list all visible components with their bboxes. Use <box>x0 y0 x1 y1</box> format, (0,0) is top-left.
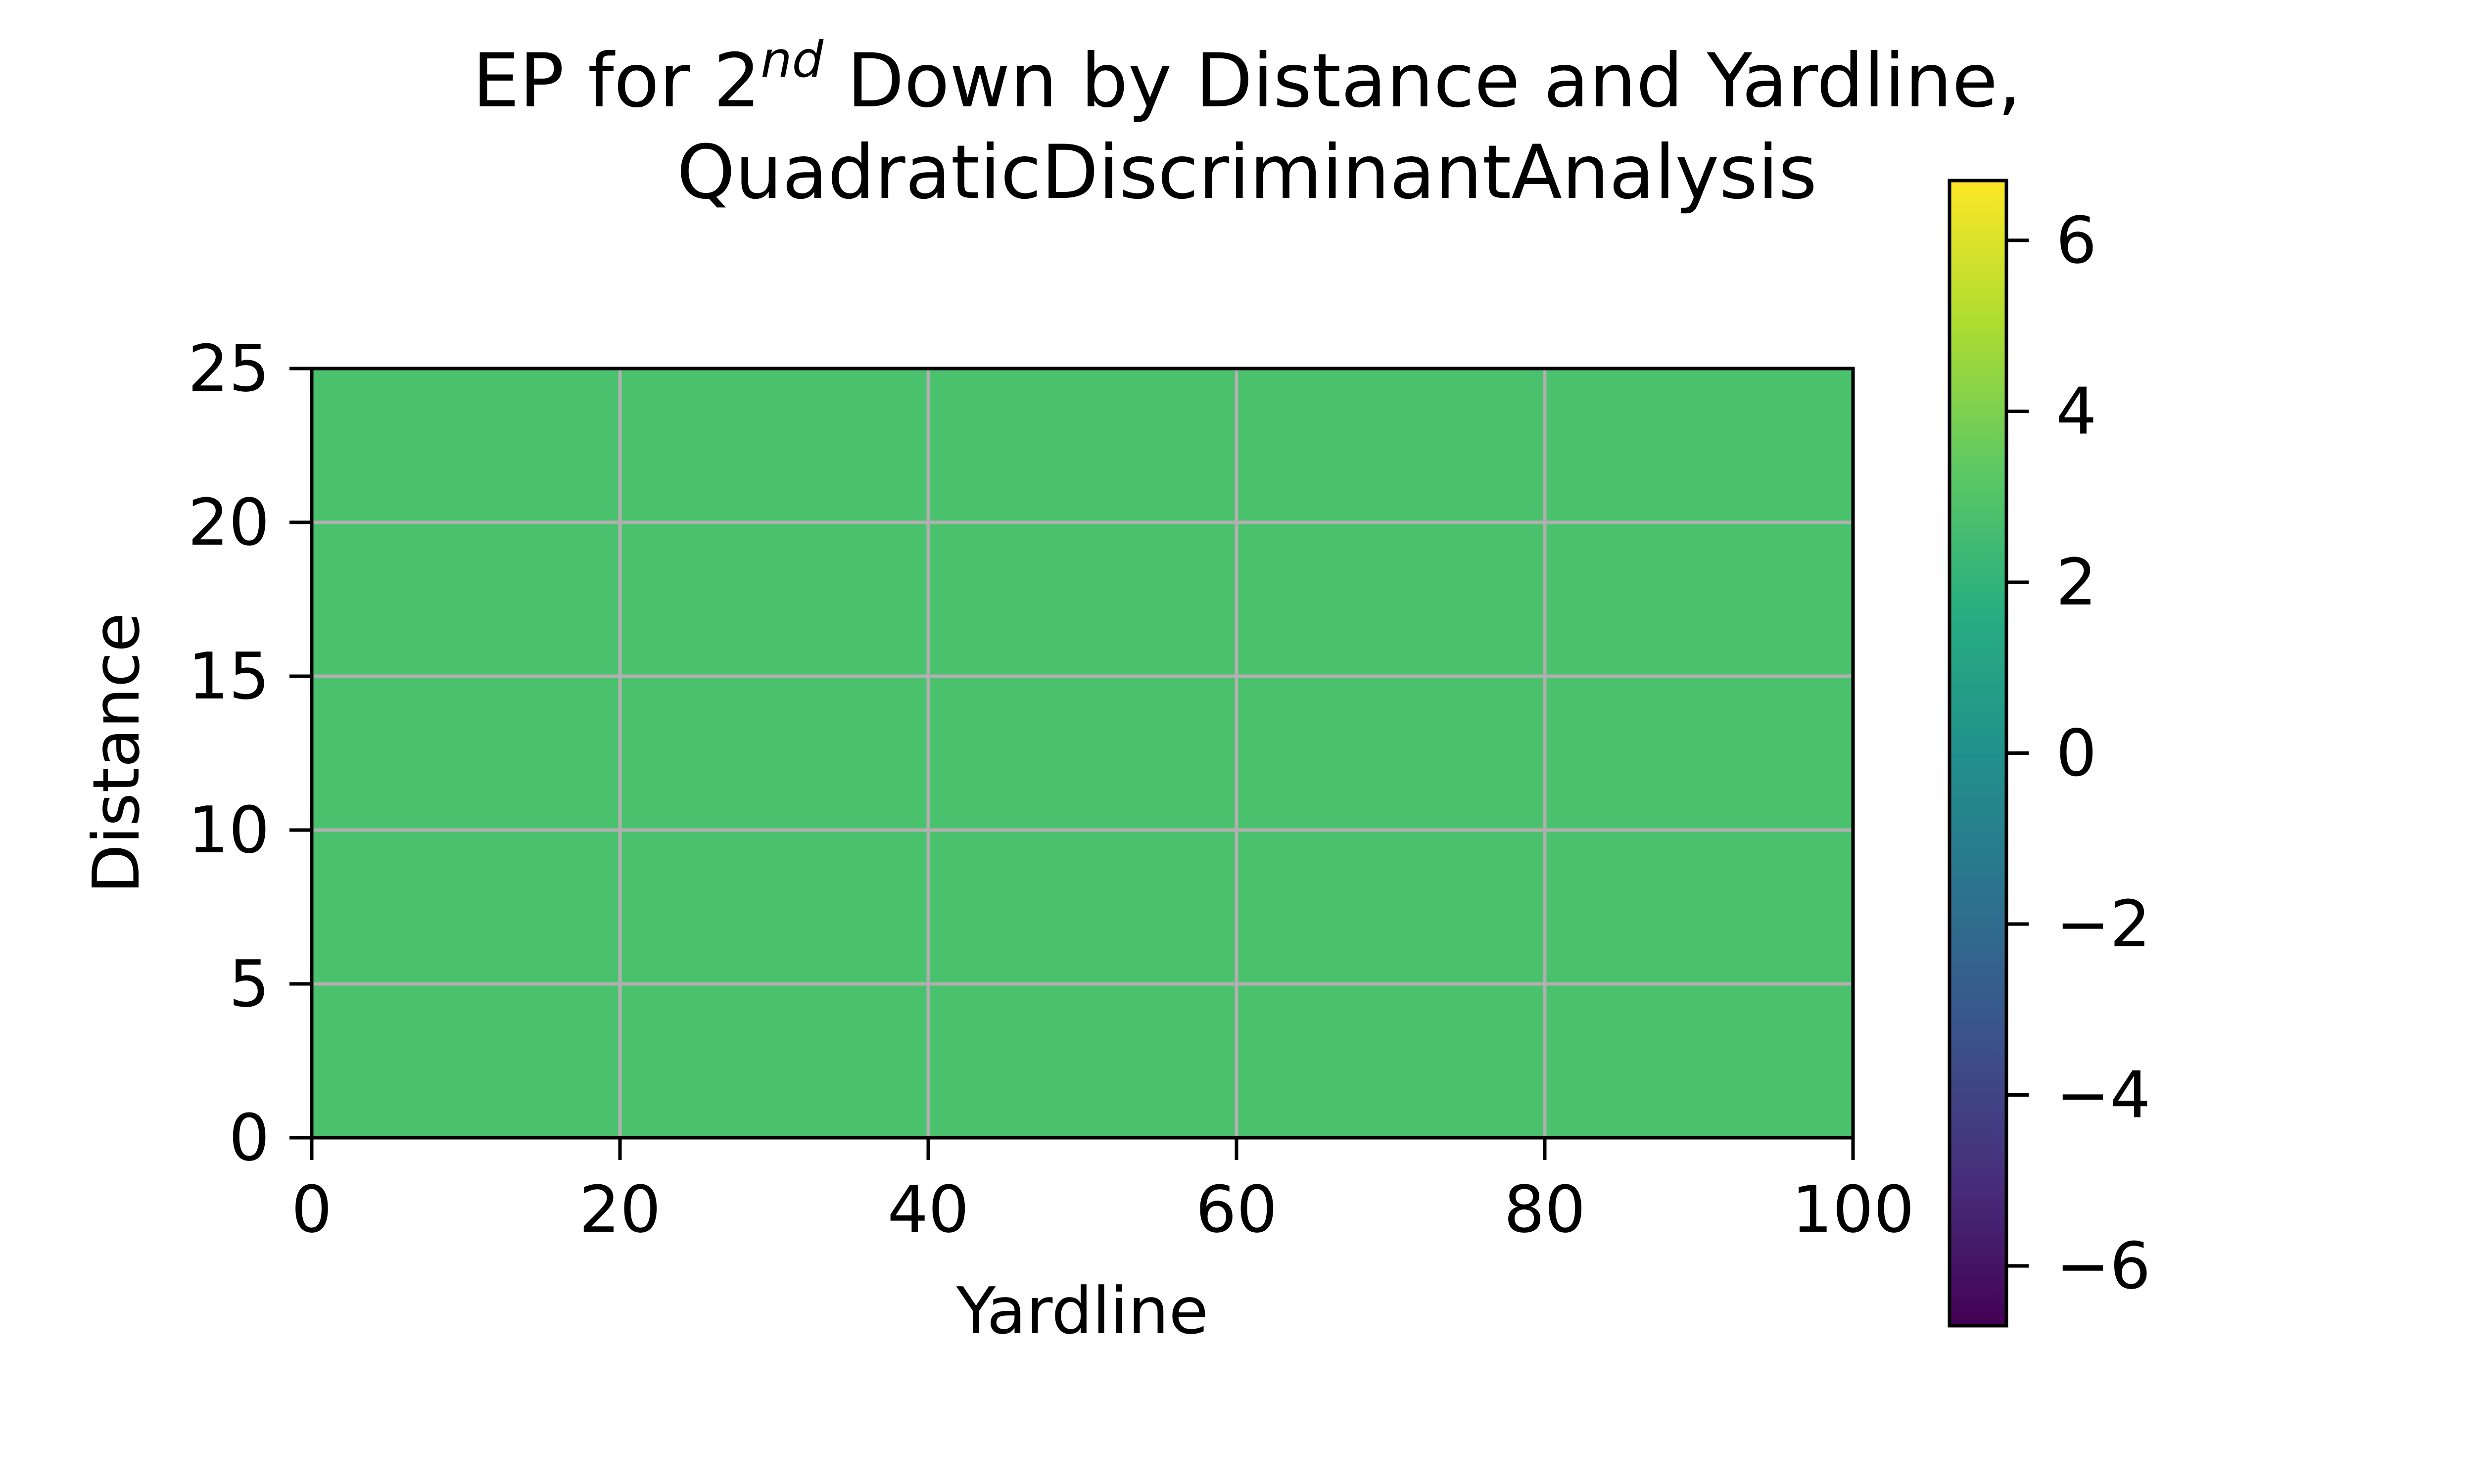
chart-title-suffix: Down by Distance and Yardline, <box>823 38 2021 124</box>
colorbar: 6 4 2 0 −2 −4 −6 <box>1948 179 2151 1328</box>
chart-title-line2: QuadraticDiscriminantAnalysis <box>677 130 1817 216</box>
colorbar-tick-label-3: 0 <box>2056 716 2097 791</box>
plot-area: 0 20 40 60 80 100 0 5 10 15 20 25 <box>188 331 1914 1247</box>
colorbar-ticks: 6 4 2 0 −2 −4 −6 <box>2006 203 2151 1303</box>
y-tick-label-2: 10 <box>188 792 270 868</box>
y-tick-label-0: 0 <box>229 1100 270 1175</box>
colorbar-tick-label-6: −6 <box>2056 1228 2151 1303</box>
x-tick-label-1: 20 <box>579 1172 661 1247</box>
y-axis-ticks: 0 5 10 15 20 25 <box>188 331 312 1175</box>
x-tick-label-4: 80 <box>1504 1172 1585 1247</box>
y-axis-label: Distance <box>79 612 154 893</box>
x-tick-label-0: 0 <box>291 1172 333 1247</box>
colorbar-tick-label-2: 2 <box>2056 545 2097 620</box>
x-axis-label: Yardline <box>956 1273 1208 1348</box>
y-tick-label-4: 20 <box>188 485 270 560</box>
chart-title-prefix: EP for 2 <box>473 38 761 124</box>
heatmap-fill <box>312 369 1853 1138</box>
colorbar-tick-label-5: −4 <box>2056 1058 2151 1133</box>
y-tick-label-1: 5 <box>229 946 270 1021</box>
chart-title-line1: EP for 2nd Down by Distance and Yardline… <box>473 31 2021 124</box>
colorbar-tick-label-4: −2 <box>2056 886 2151 962</box>
x-axis-ticks: 0 20 40 60 80 100 <box>291 1138 1914 1247</box>
colorbar-gradient <box>1948 179 2008 1328</box>
plot-frame <box>310 367 1855 1140</box>
colorbar-tick-label-1: 4 <box>2056 373 2097 449</box>
x-tick-label-5: 100 <box>1792 1172 1914 1247</box>
x-tick-label-2: 40 <box>887 1172 969 1247</box>
chart-title-superscript: nd <box>761 31 823 89</box>
y-tick-label-3: 15 <box>188 639 270 714</box>
x-tick-label-3: 60 <box>1195 1172 1277 1247</box>
y-tick-label-5: 25 <box>188 331 270 406</box>
colorbar-tick-label-0: 6 <box>2056 203 2097 278</box>
